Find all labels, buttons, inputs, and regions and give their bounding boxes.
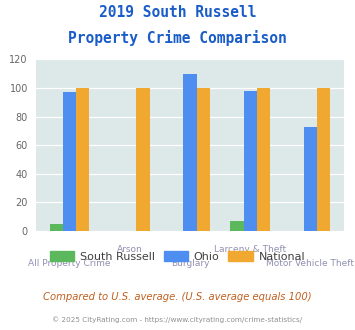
Text: Property Crime Comparison: Property Crime Comparison <box>68 30 287 46</box>
Text: © 2025 CityRating.com - https://www.cityrating.com/crime-statistics/: © 2025 CityRating.com - https://www.city… <box>53 317 302 323</box>
Text: 2019 South Russell: 2019 South Russell <box>99 5 256 20</box>
Bar <box>197 88 210 231</box>
Bar <box>257 88 270 231</box>
Bar <box>317 88 330 231</box>
Bar <box>183 74 197 231</box>
Bar <box>230 221 244 231</box>
Text: Arson: Arson <box>117 245 143 254</box>
Bar <box>304 127 317 231</box>
Bar <box>244 91 257 231</box>
Text: Compared to U.S. average. (U.S. average equals 100): Compared to U.S. average. (U.S. average … <box>43 292 312 302</box>
Text: Larceny & Theft: Larceny & Theft <box>214 245 286 254</box>
Legend: South Russell, Ohio, National: South Russell, Ohio, National <box>45 247 310 267</box>
Bar <box>76 88 89 231</box>
Text: Burglary: Burglary <box>171 259 209 268</box>
Text: All Property Crime: All Property Crime <box>28 259 111 268</box>
Bar <box>63 92 76 231</box>
Bar <box>136 88 149 231</box>
Bar <box>50 224 63 231</box>
Text: Motor Vehicle Theft: Motor Vehicle Theft <box>267 259 354 268</box>
